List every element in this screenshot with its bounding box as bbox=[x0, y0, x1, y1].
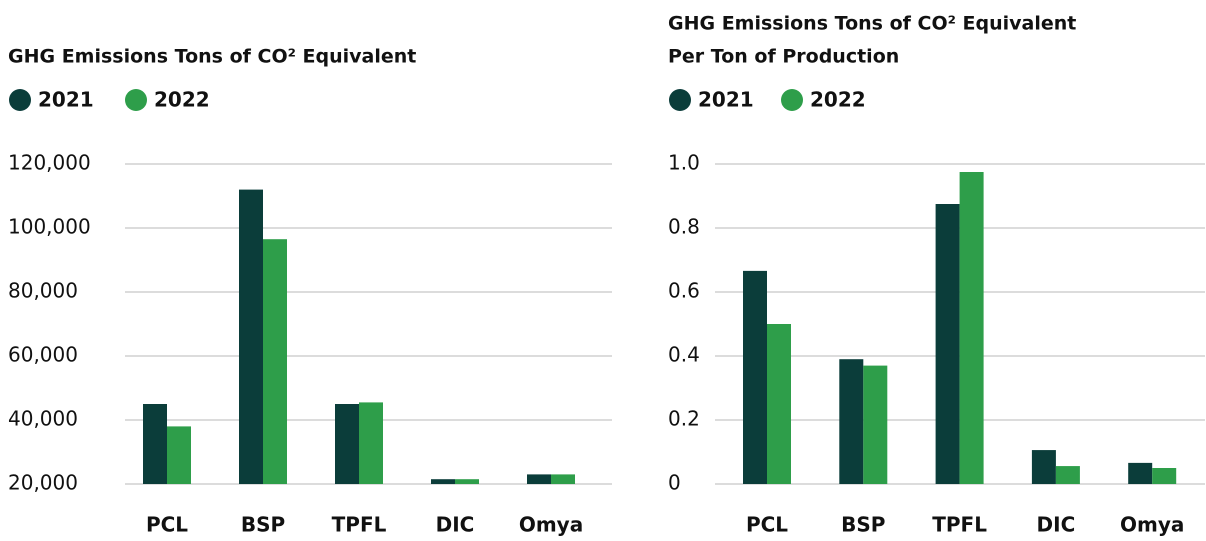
legend-swatch bbox=[125, 89, 147, 111]
x-tick-label: TPFL bbox=[332, 513, 387, 537]
y-tick-label: 20,000 bbox=[8, 471, 78, 495]
bar bbox=[335, 404, 359, 484]
legend-label: 2022 bbox=[154, 88, 210, 112]
bar bbox=[839, 359, 864, 484]
bar bbox=[767, 324, 791, 484]
bar bbox=[1031, 450, 1056, 484]
x-tick-label: Omya bbox=[1120, 513, 1184, 537]
y-tick-label: 1.0 bbox=[668, 151, 700, 175]
y-tick-label: 0.2 bbox=[668, 407, 700, 431]
x-tick-label: PCL bbox=[146, 513, 188, 537]
bar bbox=[1128, 462, 1153, 484]
x-tick-label: DIC bbox=[436, 513, 475, 537]
bar bbox=[935, 204, 960, 484]
x-tick-label: TPFL bbox=[932, 513, 987, 537]
y-tick-label: 0.8 bbox=[668, 215, 700, 239]
bar bbox=[263, 239, 287, 484]
bar bbox=[239, 189, 263, 484]
x-tick-label: Omya bbox=[519, 513, 583, 537]
bar bbox=[143, 404, 167, 484]
bar bbox=[1152, 468, 1177, 484]
chart-title: GHG Emissions Tons of CO² Equivalent bbox=[668, 13, 1076, 35]
bar bbox=[455, 479, 479, 484]
legend-swatch bbox=[9, 89, 31, 111]
x-tick-label: BSP bbox=[841, 513, 885, 537]
bar bbox=[527, 474, 551, 484]
y-tick-label: 0.6 bbox=[668, 279, 700, 303]
x-tick-label: DIC bbox=[1037, 513, 1076, 537]
bar bbox=[743, 270, 767, 484]
bar bbox=[431, 479, 455, 484]
legend-label: 2021 bbox=[38, 88, 94, 112]
x-tick-label: BSP bbox=[241, 513, 285, 537]
x-tick-label: PCL bbox=[746, 513, 788, 537]
y-tick-label: 0.4 bbox=[668, 343, 700, 367]
y-tick-label: 120,000 bbox=[8, 151, 91, 175]
y-tick-label: 100,000 bbox=[8, 215, 91, 239]
bar bbox=[863, 365, 888, 484]
bar bbox=[1055, 466, 1080, 484]
y-tick-label: 80,000 bbox=[8, 279, 78, 303]
chart-title: Per Ton of Production bbox=[668, 46, 899, 68]
bar bbox=[167, 426, 191, 484]
legend-swatch bbox=[669, 89, 691, 111]
legend-label: 2022 bbox=[810, 88, 866, 112]
chart-title: GHG Emissions Tons of CO² Equivalent bbox=[8, 46, 416, 68]
y-tick-label: 40,000 bbox=[8, 407, 78, 431]
bar bbox=[359, 402, 383, 484]
legend-label: 2021 bbox=[698, 88, 754, 112]
legend-swatch bbox=[781, 89, 803, 111]
bar bbox=[551, 474, 575, 484]
y-tick-label: 0 bbox=[668, 471, 681, 495]
bar bbox=[959, 172, 984, 484]
y-tick-label: 60,000 bbox=[8, 343, 78, 367]
